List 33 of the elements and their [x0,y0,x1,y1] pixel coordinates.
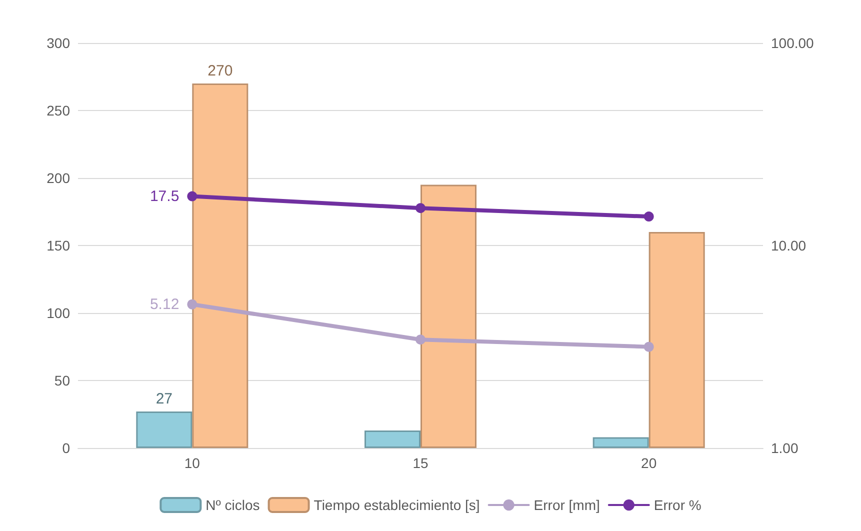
data-label: 5.12 [150,296,180,313]
data-label: 17.5 [150,188,180,205]
y2-tick-label: 100.00 [771,35,814,51]
y-tick-label: 0 [62,440,70,456]
y-tick-label: 200 [46,170,70,186]
y-tick-label: 300 [46,35,70,51]
bar [364,430,420,448]
point [416,334,426,345]
bar [192,84,248,448]
point [187,299,198,310]
y2-tick-label: 1.00 [771,440,798,456]
legend-label: Nº ciclos [206,497,260,513]
y-tick-label: 100 [46,305,70,321]
legend-label: Error [mm] [534,497,600,513]
point [187,191,198,202]
bar [592,437,649,448]
y2-tick-label: 10.00 [771,238,806,254]
data-label: 270 [208,62,233,80]
y-tick-label: 250 [46,102,70,118]
y-tick-label: 50 [54,372,70,388]
point [644,342,654,352]
point [416,203,426,214]
point [644,212,654,222]
y-tick-label: 150 [46,238,70,254]
bar [648,232,705,448]
x-tick-label: 15 [412,455,428,471]
legend-label: Tiempo establecimiento [s] [314,497,480,513]
bar [136,412,192,448]
bar [420,184,476,448]
x-tick-label: 20 [641,455,657,471]
data-label: 27 [156,390,173,408]
legend-label: Error % [654,497,702,513]
x-tick-label: 10 [184,455,200,471]
